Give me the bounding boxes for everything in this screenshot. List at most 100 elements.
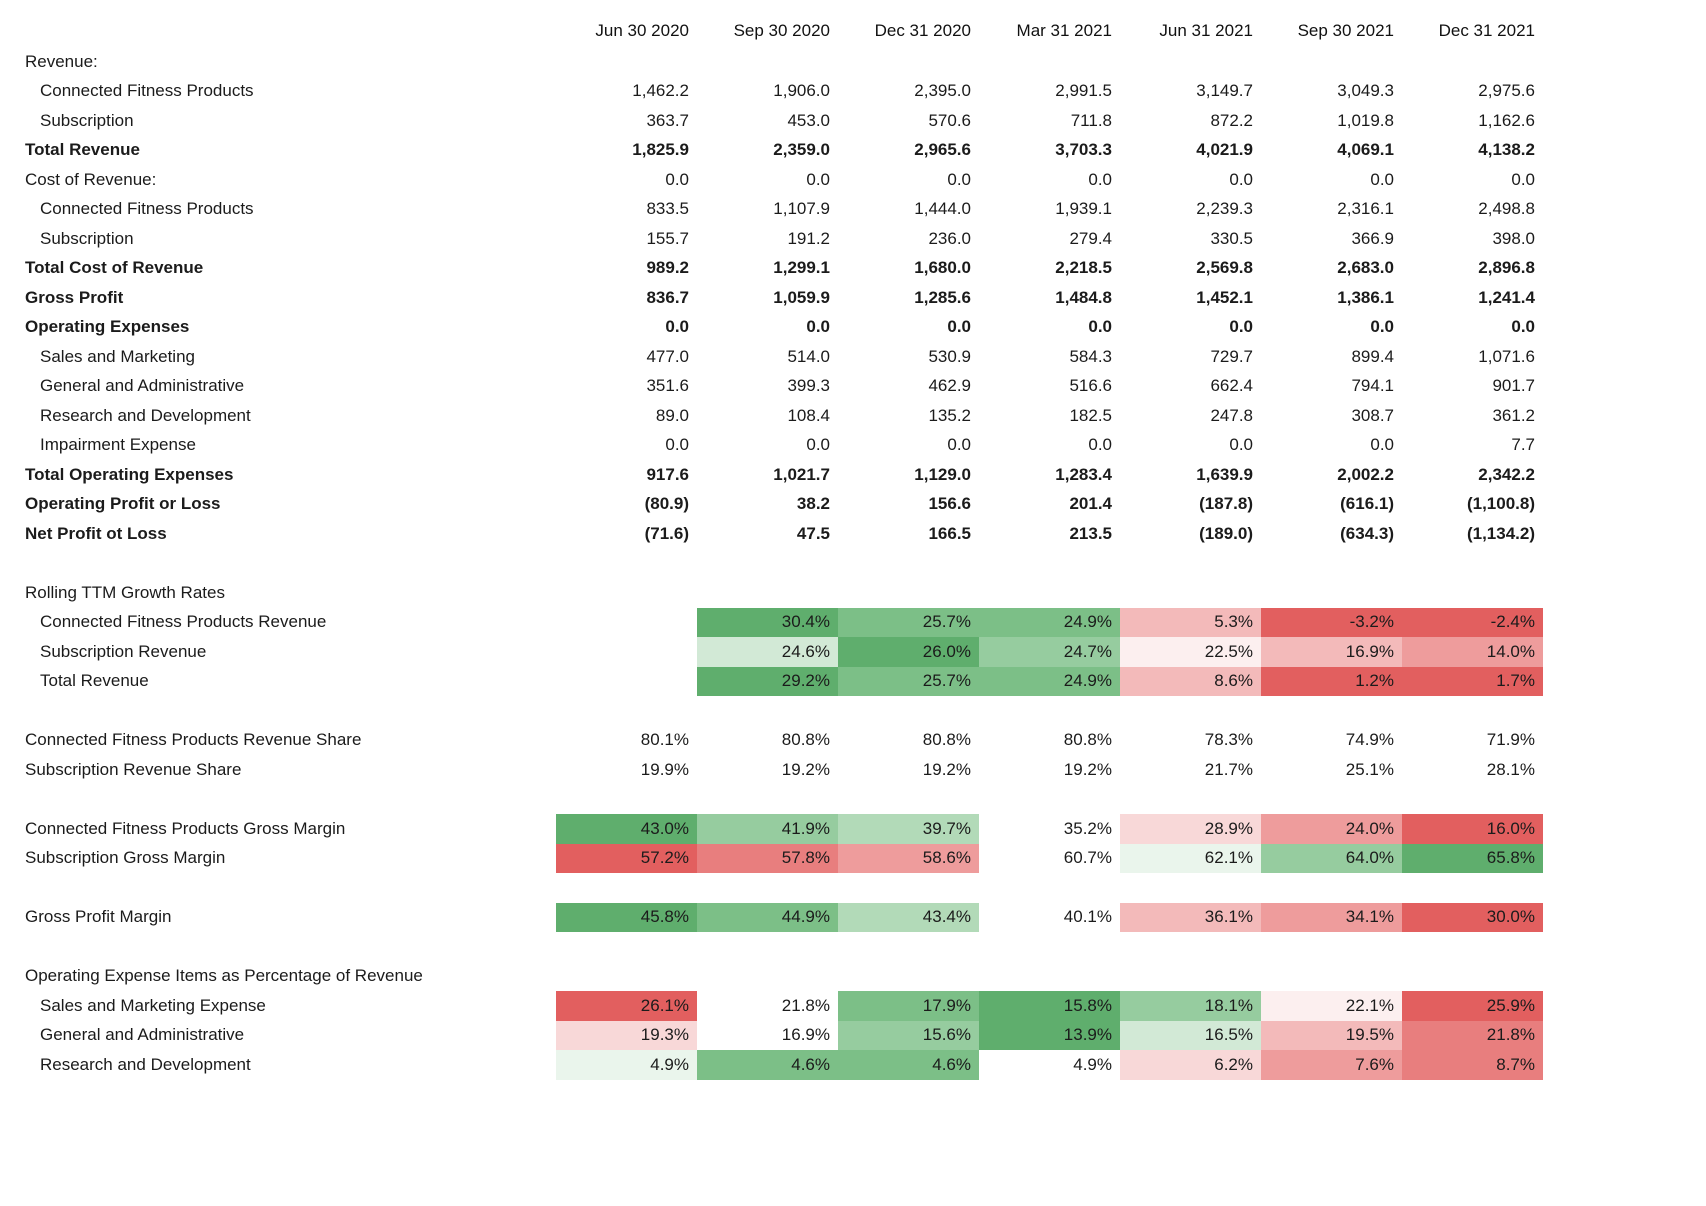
value-cell <box>697 549 838 579</box>
value-cell <box>556 637 697 667</box>
value-cell: 57.8% <box>697 843 838 873</box>
value-cell: 2,239.3 <box>1196 199 1253 219</box>
value-cell: 43.0% <box>556 814 697 844</box>
value-cell <box>1120 962 1261 992</box>
table-body: Revenue: Connected Fitness Products 1,462.… <box>25 47 1543 1080</box>
value-cell: 24.7% <box>979 637 1120 667</box>
value-cell: 74.9% <box>1345 730 1394 750</box>
value-cell <box>1402 578 1543 608</box>
value-cell: (189.0) <box>1199 523 1253 543</box>
row-label: Revenue: <box>25 51 98 71</box>
value-cell: 80.1% <box>640 730 689 750</box>
value-cell: 5.3% <box>1120 607 1261 637</box>
value-cell: 60.7% <box>1063 848 1112 868</box>
value-cell: 65.8% <box>1402 843 1543 873</box>
value-cell: 899.4 <box>1351 346 1394 366</box>
value-cell: 363.7 <box>646 110 689 130</box>
value-cell: 156.6 <box>928 494 971 514</box>
value-cell: 4.9% <box>1073 1054 1112 1074</box>
value-cell: 1,241.4 <box>1478 287 1535 307</box>
spacer-row <box>25 785 1543 815</box>
spacer-row <box>25 549 1543 579</box>
value-cell: 1,129.0 <box>914 464 971 484</box>
value-cell: 0.0 <box>665 169 689 189</box>
value-cell: 729.7 <box>1210 346 1253 366</box>
value-cell: 1.7% <box>1402 666 1543 696</box>
value-cell <box>838 962 979 992</box>
value-cell: 19.2% <box>1063 759 1112 779</box>
value-cell: 1,452.1 <box>1196 287 1253 307</box>
value-cell: 43.4% <box>838 902 979 932</box>
table-row: Rolling TTM Growth Rates <box>25 578 1543 608</box>
value-cell <box>556 608 697 638</box>
value-cell: 30.0% <box>1402 902 1543 932</box>
value-cell: 1,162.6 <box>1478 110 1535 130</box>
value-cell: 0.0 <box>665 435 689 455</box>
value-cell: 2,395.0 <box>914 81 971 101</box>
value-cell: 399.3 <box>787 376 830 396</box>
value-cell: 0.0 <box>1370 317 1394 337</box>
row-label: Total Operating Expenses <box>25 464 234 484</box>
value-cell: 80.8% <box>1063 730 1112 750</box>
row-label: General and Administrative <box>40 376 245 396</box>
value-cell: 21.8% <box>781 995 830 1015</box>
value-cell: 2,965.6 <box>914 140 971 160</box>
value-cell <box>979 785 1120 815</box>
value-cell: 1,462.2 <box>632 81 689 101</box>
value-cell: 35.2% <box>1063 818 1112 838</box>
value-cell: 1,059.9 <box>773 287 830 307</box>
value-cell <box>1120 696 1261 726</box>
value-cell <box>979 696 1120 726</box>
value-cell <box>556 667 697 697</box>
table-row: Total Operating Expenses 917.6 1,021.7 1,12… <box>25 460 1543 490</box>
value-cell: 2,002.2 <box>1337 464 1394 484</box>
value-cell <box>697 47 838 77</box>
table-row: General and Administrative 351.6 399.3 462.… <box>25 372 1543 402</box>
value-cell: 18.1% <box>1120 991 1261 1021</box>
value-cell: 7.7 <box>1511 435 1535 455</box>
table-row: Impairment Expense 0.0 0.0 0.0 0.0 0.0 0.0 7.7 <box>25 431 1543 461</box>
value-cell <box>838 932 979 962</box>
value-cell: 1,825.9 <box>632 140 689 160</box>
value-cell: 19.2% <box>781 759 830 779</box>
value-cell <box>1261 785 1402 815</box>
value-cell <box>697 785 838 815</box>
value-cell <box>1120 785 1261 815</box>
value-cell: (187.8) <box>1199 494 1253 514</box>
value-cell: 901.7 <box>1492 376 1535 396</box>
value-cell: 13.9% <box>979 1020 1120 1050</box>
table-row: Sales and Marketing Expense 26.1% 21.8% 17.… <box>25 991 1543 1021</box>
value-cell <box>979 962 1120 992</box>
value-cell: 80.8% <box>781 730 830 750</box>
value-cell: 0.0 <box>1229 435 1253 455</box>
value-cell: 917.6 <box>646 464 689 484</box>
value-cell: 135.2 <box>928 405 971 425</box>
value-cell: 662.4 <box>1210 376 1253 396</box>
value-cell: 1.2% <box>1261 666 1402 696</box>
value-cell: 0.0 <box>1088 435 1112 455</box>
value-cell: 833.5 <box>646 199 689 219</box>
value-cell: 191.2 <box>787 228 830 248</box>
value-cell: 4,138.2 <box>1478 140 1535 160</box>
value-cell <box>838 578 979 608</box>
financial-table: Jun 30 2020 Sep 30 2020 Dec 31 2020 Mar 31 … <box>25 14 1543 1080</box>
value-cell: 213.5 <box>1069 523 1112 543</box>
row-label: Sales and Marketing Expense <box>40 995 266 1015</box>
row-label: Subscription Revenue Share <box>25 759 242 779</box>
value-cell: 45.8% <box>556 902 697 932</box>
value-cell: 8.7% <box>1402 1050 1543 1080</box>
value-cell <box>1120 932 1261 962</box>
table-row: Connected Fitness Products Revenue Share… <box>25 726 1543 756</box>
column-header-4: Jun 31 2021 <box>1159 20 1253 40</box>
value-cell: 57.2% <box>556 843 697 873</box>
value-cell <box>1261 696 1402 726</box>
value-cell <box>556 962 697 992</box>
value-cell: 16.9% <box>1261 637 1402 667</box>
value-cell <box>838 785 979 815</box>
value-cell: 872.2 <box>1210 110 1253 130</box>
value-cell: 1,639.9 <box>1196 464 1253 484</box>
value-cell: 4.6% <box>697 1050 838 1080</box>
value-cell: 25.1% <box>1345 759 1394 779</box>
value-cell: 22.5% <box>1120 637 1261 667</box>
